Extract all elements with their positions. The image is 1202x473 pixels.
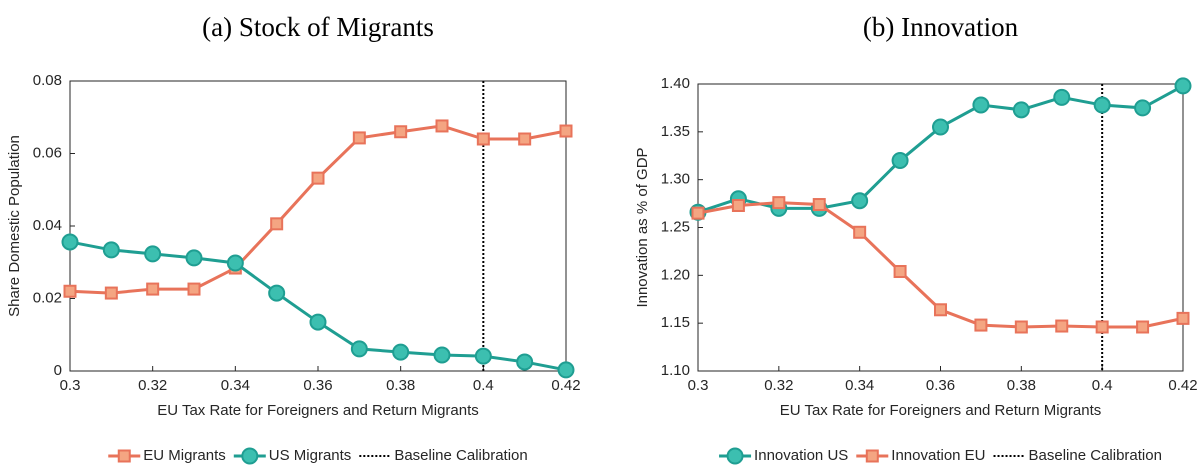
marker — [731, 198, 745, 212]
marker — [934, 303, 947, 317]
marker — [1012, 101, 1030, 119]
marker — [309, 313, 327, 331]
plot-frame — [69, 80, 567, 372]
x-tick-label: 0.42 — [551, 377, 580, 394]
marker — [851, 192, 869, 210]
legend-label: Innovation US — [754, 447, 848, 464]
marker — [1176, 311, 1190, 325]
legend-label: Baseline Calibration — [1029, 447, 1162, 464]
marker — [1136, 320, 1150, 334]
x-tick-label: 0.34 — [221, 377, 250, 394]
marker — [392, 343, 410, 361]
y-axis-label: Innovation as % of GDP — [634, 147, 651, 307]
x-tick-label: 0.32 — [138, 377, 167, 394]
y-tick-label: 0 — [54, 362, 62, 379]
marker — [891, 152, 909, 170]
marker — [102, 241, 120, 259]
marker — [1053, 88, 1071, 106]
marker — [63, 284, 77, 298]
marker — [433, 346, 451, 364]
legend: EU Migrants US Migrants Baseline Calibrati… — [108, 447, 528, 465]
marker — [185, 249, 203, 267]
marker — [352, 131, 366, 145]
marker — [516, 353, 534, 371]
legend-label: US Migrants — [269, 447, 352, 464]
marker — [772, 196, 786, 210]
marker — [559, 124, 573, 138]
x-tick-label: 0.36 — [926, 377, 955, 394]
marker — [270, 217, 284, 231]
marker — [1093, 96, 1111, 114]
x-tick-label: 0.42 — [1168, 377, 1197, 394]
marker — [932, 118, 949, 136]
marker — [144, 245, 162, 263]
x-tick-label: 0.3 — [688, 377, 709, 394]
y-tick-label: 1.30 — [661, 171, 690, 188]
marker — [691, 206, 705, 220]
legend-label: Innovation EU — [891, 447, 985, 464]
x-tick-label: 0.3 — [60, 377, 81, 394]
marker — [518, 132, 532, 146]
marker — [226, 254, 244, 272]
y-tick-label: 1.35 — [661, 123, 690, 140]
legend-marker — [241, 447, 259, 465]
chart-title: (a) Stock of Migrants — [202, 12, 434, 42]
series-line — [69, 124, 567, 295]
marker — [1014, 320, 1028, 334]
legend-label: Baseline Calibration — [394, 447, 527, 464]
marker — [893, 265, 907, 279]
x-tick-label: 0.36 — [303, 377, 332, 394]
marker — [187, 282, 201, 296]
marker — [974, 318, 988, 332]
legend-marker — [865, 449, 879, 463]
y-tick-label: 1.10 — [661, 362, 690, 379]
series-line — [69, 240, 567, 372]
y-tick-label: 0.02 — [33, 289, 62, 306]
x-tick-label: 0.38 — [386, 377, 415, 394]
marker — [104, 286, 118, 300]
legend-marker — [117, 449, 131, 463]
x-tick-label: 0.34 — [845, 377, 874, 394]
marker — [1055, 319, 1069, 333]
x-tick-label: 0.4 — [1092, 377, 1113, 394]
y-tick-label: 0.08 — [33, 72, 62, 89]
marker — [1095, 320, 1109, 334]
marker — [812, 198, 826, 212]
marker — [350, 340, 368, 358]
marker — [476, 132, 490, 146]
marker — [146, 282, 160, 296]
marker — [853, 225, 867, 239]
marker — [394, 125, 408, 139]
y-tick-label: 1.25 — [661, 218, 690, 235]
y-tick-label: 1.40 — [661, 75, 690, 92]
marker — [1174, 77, 1192, 95]
x-axis-label: EU Tax Rate for Foreigners and Return Mi… — [780, 402, 1102, 419]
y-tick-label: 1.20 — [661, 266, 690, 283]
marker — [311, 171, 325, 185]
x-tick-label: 0.32 — [764, 377, 793, 394]
y-tick-label: 0.06 — [33, 144, 62, 161]
marker — [268, 284, 286, 302]
y-axis-label: Share Domestic Population — [6, 135, 23, 317]
marker — [972, 96, 990, 114]
marker — [61, 233, 79, 251]
chart-title: (b) Innovation — [863, 12, 1019, 42]
legend-label: EU Migrants — [143, 447, 226, 464]
x-axis-label: EU Tax Rate for Foreigners and Return Mi… — [157, 402, 479, 419]
legend-marker — [726, 447, 744, 465]
legend: Innovation US Innovation EU Baseline Calib… — [719, 447, 1162, 465]
marker — [474, 347, 492, 365]
plot-frame — [697, 83, 1184, 372]
y-tick-label: 1.15 — [661, 314, 690, 331]
marker — [557, 361, 575, 379]
y-tick-label: 0.04 — [33, 217, 62, 234]
x-tick-label: 0.4 — [473, 377, 494, 394]
x-tick-label: 0.38 — [1007, 377, 1036, 394]
marker — [1134, 99, 1152, 117]
marker — [435, 119, 449, 133]
